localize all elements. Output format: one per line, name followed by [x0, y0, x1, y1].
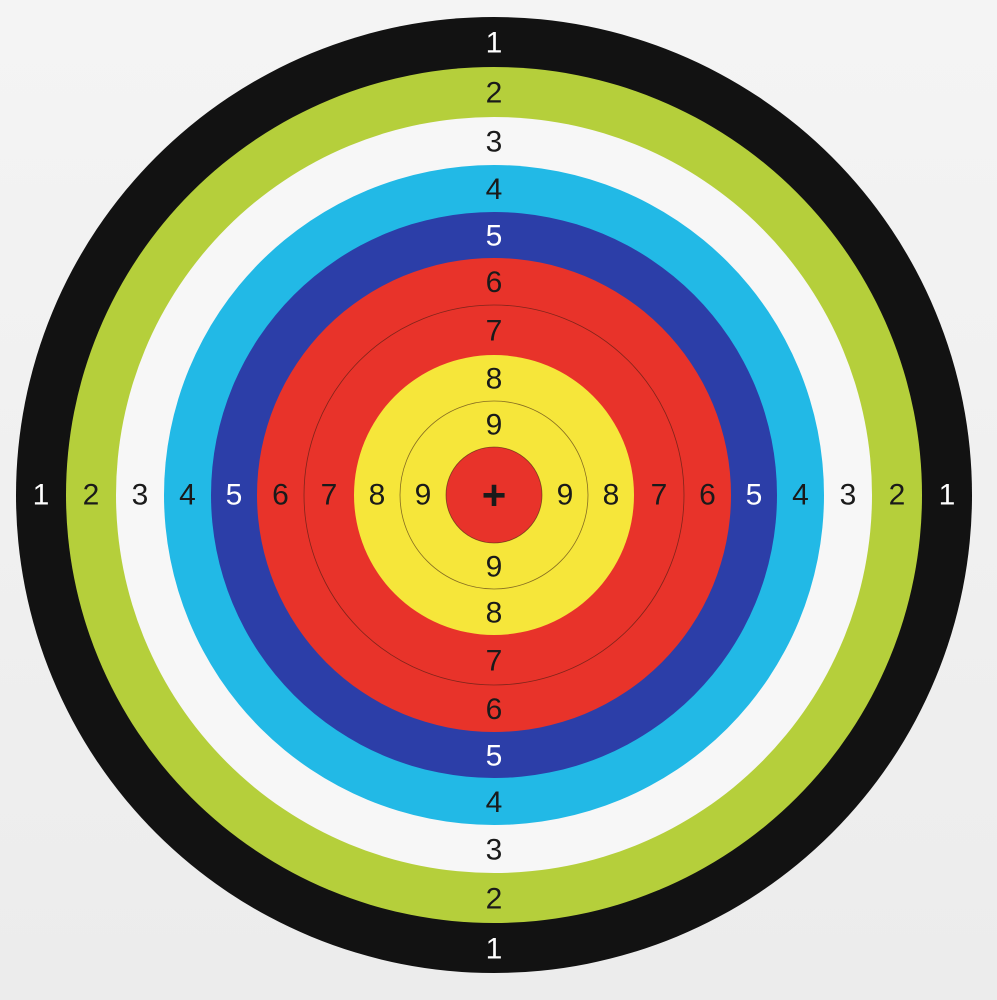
- score-label-4-right: 4: [792, 479, 809, 512]
- center-cross-mark: +: [482, 472, 507, 519]
- score-label-2-bottom: 2: [486, 883, 503, 916]
- ring-divider-lines: [303, 304, 685, 686]
- score-label-6-top: 6: [486, 266, 503, 299]
- ring-divider-line: [303, 304, 685, 686]
- score-label-8-right: 8: [603, 479, 620, 512]
- score-label-7-top: 7: [486, 315, 503, 348]
- score-label-1-right: 1: [939, 479, 956, 512]
- score-label-4-top: 4: [486, 173, 503, 206]
- target-rings: [16, 17, 972, 973]
- score-label-9-left: 9: [415, 479, 432, 512]
- score-label-2-left: 2: [83, 479, 100, 512]
- ring-10: [446, 447, 542, 543]
- score-label-2-top: 2: [486, 77, 503, 110]
- score-label-7-bottom: 7: [486, 645, 503, 678]
- score-label-3-right: 3: [840, 479, 857, 512]
- score-label-7-left: 7: [321, 479, 338, 512]
- score-label-8-left: 8: [369, 479, 386, 512]
- score-label-4-left: 4: [179, 479, 196, 512]
- score-label-8-bottom: 8: [486, 597, 503, 630]
- score-label-9-bottom: 9: [486, 551, 503, 584]
- score-label-1-bottom: 1: [486, 933, 503, 966]
- score-label-3-left: 3: [132, 479, 149, 512]
- score-label-8-top: 8: [486, 363, 503, 396]
- score-label-4-bottom: 4: [486, 786, 503, 819]
- score-label-1-top: 1: [486, 27, 503, 60]
- score-label-3-top: 3: [486, 126, 503, 159]
- score-label-9-right: 9: [557, 479, 574, 512]
- score-label-6-bottom: 6: [486, 693, 503, 726]
- score-label-5-top: 5: [486, 220, 503, 253]
- score-label-1-left: 1: [33, 479, 50, 512]
- score-label-6-left: 6: [272, 479, 289, 512]
- score-label-5-bottom: 5: [486, 740, 503, 773]
- score-label-9-top: 9: [486, 409, 503, 442]
- score-label-7-right: 7: [651, 479, 668, 512]
- score-label-6-right: 6: [699, 479, 716, 512]
- ring-divider-line: [399, 400, 589, 590]
- score-label-5-left: 5: [226, 479, 243, 512]
- ring-divider-line: [445, 446, 543, 544]
- score-label-2-right: 2: [889, 479, 906, 512]
- score-label-3-bottom: 3: [486, 834, 503, 867]
- score-label-5-right: 5: [746, 479, 763, 512]
